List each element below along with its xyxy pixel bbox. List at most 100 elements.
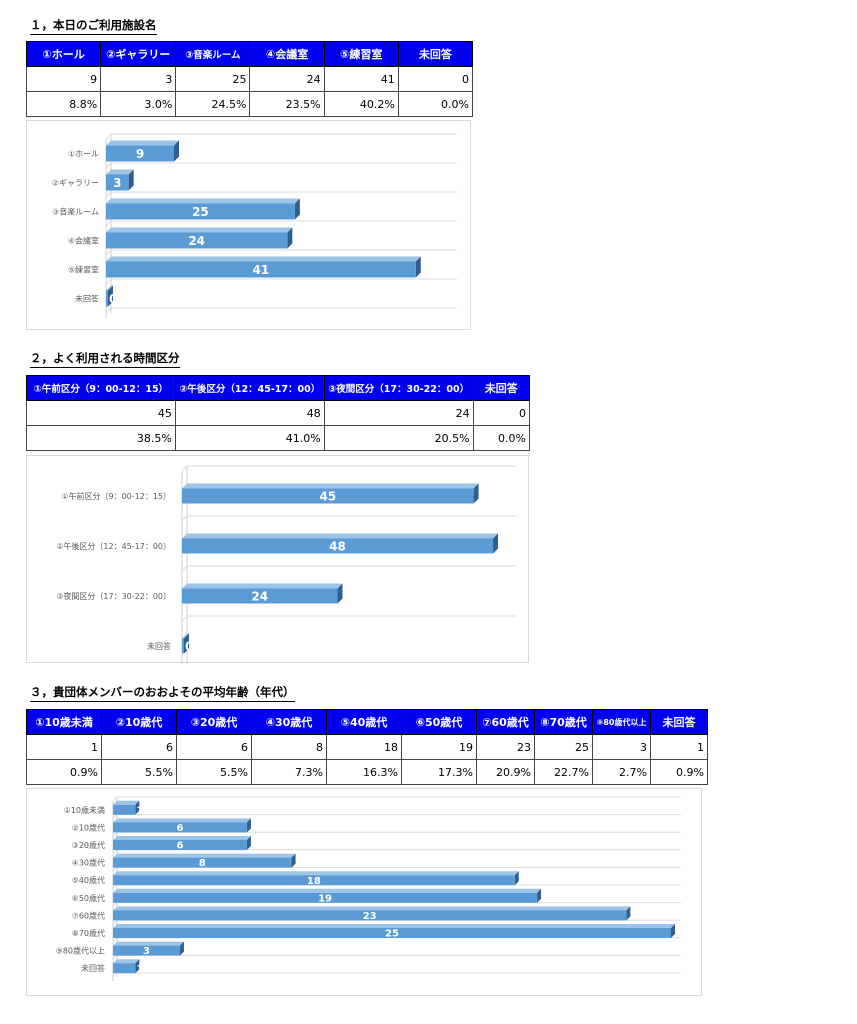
value-label: 1 [136, 805, 143, 816]
table-header-row: ①10歳未満 ②10歳代 ③20歳代 ④30歳代 ⑤40歳代 ⑥50歳代 ⑦60歳代 ⑧70歳… [26, 709, 708, 735]
column-header: ①ホール [25, 41, 102, 67]
count-cell: 24 [249, 66, 325, 92]
column-header: 未回答 [397, 41, 474, 67]
bar [106, 198, 300, 220]
column-header: ⑤練習室 [323, 41, 399, 67]
percent-cell: 41.0% [174, 425, 325, 451]
column-header: ③音楽ルーム [175, 41, 251, 67]
value-label: 45 [319, 489, 336, 503]
bar [113, 818, 251, 833]
count-cell: 1 [650, 734, 708, 760]
category-label: ⑥50歳代 [72, 893, 105, 903]
category-label: 未回答 [75, 294, 99, 304]
category-label: ③音楽ルーム [52, 207, 99, 217]
count-cell: 25 [534, 734, 593, 760]
bar [113, 871, 519, 886]
percent-cell: 0.0% [472, 425, 531, 451]
column-header: ②10歳代 [101, 709, 177, 735]
table-header-row: ①午前区分（9：00-12：15） ②午後区分（12：45-17：00） ③夜間区分… [26, 375, 531, 401]
count-cell: 1 [26, 734, 102, 760]
bar [106, 140, 179, 162]
count-cell: 23 [476, 734, 535, 760]
section-2-title: ２，よく利用される時間区分 [30, 350, 180, 368]
bar [182, 483, 479, 504]
bar [106, 227, 293, 249]
count-cell: 8 [251, 734, 327, 760]
category-label: ②ギャラリー [52, 179, 99, 188]
value-label: 19 [318, 893, 332, 904]
value-label: 48 [329, 539, 346, 553]
category-label: ⑧70歳代 [72, 928, 105, 938]
category-label: ④会議室 [68, 236, 99, 246]
value-label: 6 [176, 841, 183, 852]
column-header: ③20歳代 [176, 709, 252, 735]
value-label: 24 [188, 234, 205, 248]
facility-chart: ①ホール 9 ②ギャラリー 3 ③音楽ルーム 25 ④会議室 24 ⑤練習室 41 未回答 0 [26, 120, 471, 330]
bar [182, 633, 189, 654]
value-label: 3 [143, 946, 150, 957]
column-header: ②ギャラリー [100, 41, 177, 67]
section-1-title: １，本日のご利用施設名 [30, 17, 157, 35]
bar [113, 800, 140, 815]
percent-cell: 0.9% [26, 759, 102, 785]
count-cell: 9 [25, 66, 102, 92]
age-table: ①10歳未満 ②10歳代 ③20歳代 ④30歳代 ⑤40歳代 ⑥50歳代 ⑦60歳代 ⑧70歳… [26, 709, 708, 785]
value-label: 1 [136, 964, 143, 975]
facility-bar-chart: ①ホール 9 ②ギャラリー 3 ③音楽ルーム 25 ④会議室 24 ⑤練習室 41 未回答 0 [52, 133, 457, 318]
time-slot-bar-chart: ①午前区分（9：00-12：15） 45 ②午後区分（12：45-17：00） 48 ③… [56, 465, 517, 664]
count-cell: 41 [323, 66, 399, 92]
facility-table: ①ホール ②ギャラリー ③音楽ルーム ④会議室 ⑤練習室 未回答 9 3 25 24 41 0 8.8%… [25, 41, 474, 117]
percent-cell: 3.0% [100, 91, 177, 117]
percent-cell: 23.5% [249, 91, 325, 117]
bar [113, 836, 251, 850]
column-header: ①午前区分（9：00-12：15） [26, 375, 176, 401]
value-label: 8 [199, 858, 206, 869]
bar [113, 906, 631, 921]
age-chart: ①10歳未満 1 ②10歳代 6 ③20歳代 6 ④30歳代 8 ⑤40歳代 18 ⑥50歳代 19 ⑦… [26, 788, 702, 996]
table-row: 8.8% 3.0% 24.5% 23.5% 40.2% 0.0% [25, 91, 474, 117]
column-header: ⑤40歳代 [326, 709, 402, 735]
value-label: 23 [363, 911, 377, 922]
category-label: ①午前区分（9：00-12：15） [61, 491, 171, 501]
bar [106, 169, 134, 191]
percent-cell: 0.9% [650, 759, 708, 785]
count-cell: 3 [100, 66, 177, 92]
age-bar-chart: ①10歳未満 1 ②10歳代 6 ③20歳代 6 ④30歳代 8 ⑤40歳代 18 ⑥50歳代 19 ⑦… [56, 796, 681, 981]
category-label: 未回答 [147, 641, 171, 651]
count-cell: 48 [174, 400, 325, 426]
value-label: 6 [176, 823, 183, 834]
column-header: 未回答 [650, 709, 708, 735]
percent-cell: 24.5% [175, 91, 251, 117]
category-label: ⑤40歳代 [72, 875, 105, 885]
value-label: 41 [253, 263, 270, 277]
bar [182, 533, 499, 554]
bar [113, 888, 542, 903]
bar [113, 924, 675, 938]
category-label: ⑨80歳代以上 [56, 946, 105, 956]
category-label: ②午後区分（12：45-17：00） [56, 541, 171, 551]
bar [106, 285, 113, 307]
count-cell: 45 [26, 400, 176, 426]
bar [113, 959, 140, 974]
column-header: ⑨80歳代以上 [592, 709, 651, 735]
column-header: ⑧70歳代 [534, 709, 593, 735]
percent-cell: 5.5% [101, 759, 177, 785]
column-header: ④30歳代 [251, 709, 327, 735]
count-cell: 18 [326, 734, 402, 760]
value-label: 24 [251, 589, 268, 603]
category-label: ②10歳代 [72, 822, 105, 832]
column-header: ⑦60歳代 [476, 709, 535, 735]
percent-cell: 22.7% [534, 759, 593, 785]
table-header-row: ①ホール ②ギャラリー ③音楽ルーム ④会議室 ⑤練習室 未回答 [25, 41, 474, 67]
table-row: 38.5% 41.0% 20.5% 0.0% [26, 425, 531, 451]
percent-cell: 20.5% [323, 425, 474, 451]
count-cell: 19 [401, 734, 477, 760]
percent-cell: 0.0% [397, 91, 474, 117]
column-header: ①10歳未満 [26, 709, 102, 735]
column-header: ④会議室 [249, 41, 325, 67]
category-label: ⑦60歳代 [72, 910, 105, 920]
bar [113, 941, 184, 956]
table-row: 0.9% 5.5% 5.5% 7.3% 16.3% 17.3% 20.9% 22.7% 2.7%… [26, 759, 708, 785]
count-cell: 3 [592, 734, 651, 760]
percent-cell: 16.3% [326, 759, 402, 785]
